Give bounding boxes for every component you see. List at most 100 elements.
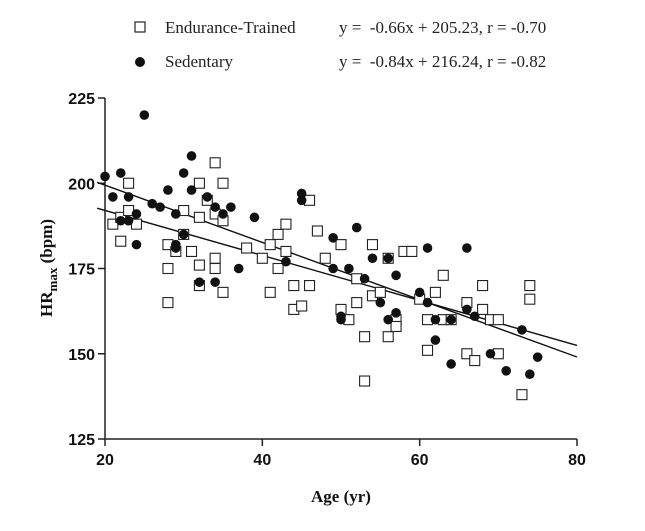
point-sedentary [367, 253, 378, 264]
point-sedentary [123, 215, 134, 226]
point-sedentary [501, 366, 512, 376]
point-sedentary [186, 151, 197, 161]
point-sedentary [328, 233, 338, 243]
point-sedentary [462, 243, 472, 253]
point-sedentary [430, 335, 441, 345]
point-sedentary [155, 202, 165, 212]
point-endurance-trained [469, 355, 481, 367]
point-endurance-trained [241, 242, 253, 254]
point-sedentary [123, 192, 134, 202]
point-sedentary [375, 297, 386, 308]
point-endurance-trained [477, 303, 489, 315]
point-endurance-trained [209, 252, 221, 264]
point-sedentary [446, 359, 456, 369]
point-sedentary [202, 192, 213, 202]
point-sedentary [391, 270, 401, 281]
point-sedentary [131, 209, 142, 219]
point-endurance-trained [437, 269, 449, 281]
y-tick-label-200: 200 [68, 176, 95, 193]
point-endurance-trained [193, 177, 205, 189]
point-sedentary [210, 277, 220, 287]
point-sedentary [351, 222, 362, 233]
point-endurance-trained [193, 211, 205, 223]
point-sedentary [210, 202, 220, 212]
point-endurance-trained [280, 218, 292, 230]
y-axis-title-subscript: max [45, 267, 60, 291]
legend: Endurance-Trained y = -0.66x + 205.23, r… [134, 18, 546, 71]
point-sedentary [446, 314, 456, 325]
point-endurance-trained [209, 262, 221, 275]
y-axis-title-unit: (bpm) [37, 219, 56, 268]
point-endurance-trained [311, 225, 323, 237]
point-sedentary [383, 314, 394, 325]
point-sedentary [171, 209, 181, 219]
point-sedentary [171, 243, 181, 253]
point-sedentary [233, 263, 244, 274]
point-endurance-trained [461, 348, 473, 360]
point-sedentary [336, 311, 346, 322]
y-tick-label-175: 175 [68, 262, 95, 279]
point-sedentary [281, 256, 291, 267]
y-axis-title-main: HR [37, 291, 56, 317]
point-sedentary [383, 253, 394, 264]
y-axis-title: HRmax (bpm) [37, 219, 60, 317]
x-tick-label-80: 80 [568, 452, 586, 469]
point-sedentary [218, 209, 228, 219]
point-endurance-trained [429, 286, 441, 298]
point-sedentary [485, 348, 496, 359]
point-endurance-trained [303, 279, 316, 292]
y-tick-label-225: 225 [68, 91, 95, 108]
point-sedentary [178, 229, 189, 240]
point-endurance-trained [272, 262, 284, 275]
point-endurance-trained [209, 157, 221, 169]
point-endurance-trained [359, 331, 371, 343]
point-sedentary [296, 195, 307, 206]
y-tick-label-150: 150 [68, 347, 95, 364]
legend-entry-sedentary: Sedentary y = -0.84x + 216.24, r = -0.82 [135, 52, 546, 71]
point-endurance-trained [366, 239, 379, 251]
x-tick-label-20: 20 [96, 452, 114, 469]
point-sedentary [462, 304, 472, 315]
point-sedentary [391, 308, 401, 318]
point-sedentary [178, 168, 189, 178]
point-sedentary [422, 243, 433, 253]
point-endurance-trained [421, 344, 434, 356]
regression-line-endurance-trained [96, 207, 578, 347]
point-sedentary [139, 110, 150, 120]
y-tick-label-125: 125 [68, 432, 95, 449]
legend-label-endurance-trained: Endurance-Trained [165, 18, 296, 37]
point-endurance-trained [516, 389, 528, 401]
legend-marker-open-square [134, 21, 146, 33]
legend-equation-sedentary: y = -0.84x + 216.24, r = -0.82 [339, 52, 546, 71]
point-endurance-trained [288, 279, 300, 292]
point-endurance-trained [382, 331, 394, 343]
point-endurance-trained [115, 235, 127, 247]
point-sedentary [249, 212, 260, 223]
point-endurance-trained [351, 297, 363, 309]
point-endurance-trained [162, 297, 174, 309]
point-sedentary [163, 185, 173, 195]
legend-label-sedentary: Sedentary [165, 52, 233, 71]
point-endurance-trained [185, 245, 198, 257]
point-endurance-trained [264, 286, 276, 298]
data-points [100, 110, 543, 401]
point-endurance-trained [524, 279, 536, 292]
point-endurance-trained [193, 259, 205, 271]
point-endurance-trained [264, 239, 276, 251]
point-sedentary [422, 297, 433, 308]
point-sedentary [469, 311, 480, 322]
point-sedentary [194, 277, 205, 287]
point-endurance-trained [296, 300, 308, 312]
point-endurance-trained [123, 177, 135, 189]
y-ticks: 125 150 175 200 225 [68, 91, 105, 449]
point-sedentary [147, 198, 157, 209]
x-tick-label-40: 40 [253, 452, 271, 469]
legend-equation-endurance-trained: y = -0.66x + 205.23, r = -0.70 [339, 18, 546, 37]
point-sedentary [186, 185, 197, 195]
point-endurance-trained [280, 245, 292, 257]
point-endurance-trained [492, 314, 504, 326]
point-endurance-trained [319, 252, 331, 264]
point-sedentary [296, 188, 307, 199]
point-sedentary [108, 192, 118, 202]
